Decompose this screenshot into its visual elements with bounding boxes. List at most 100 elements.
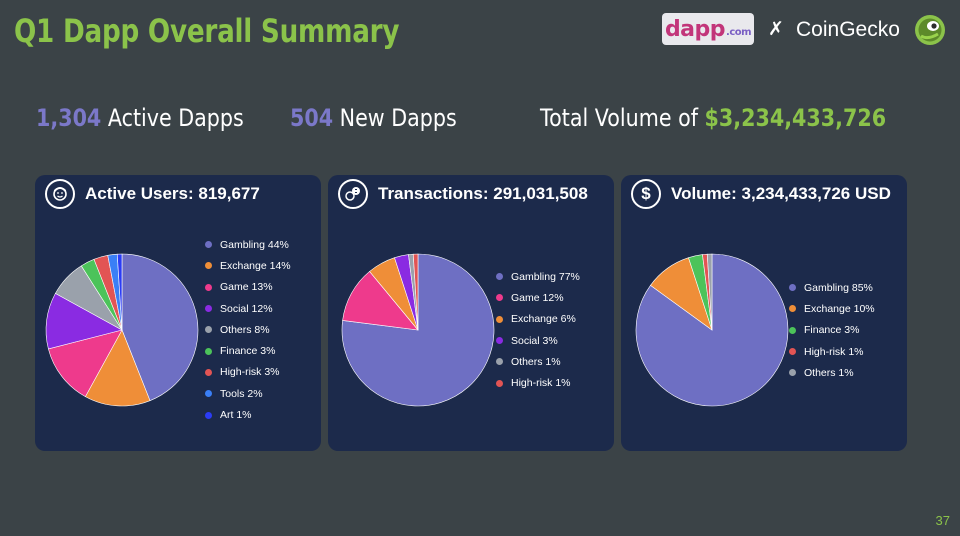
transactions-pie [341,253,495,407]
legend-item-finance: Finance 3% [789,320,875,341]
pie-slice-others [706,253,713,331]
volume-title: Volume: 3,234,433,726 USD [671,184,891,203]
legend-label: High-risk 1% [511,377,571,390]
legend-swatch [205,241,212,249]
legend-item-social: Social 12% [205,298,291,319]
new-dapps-value: 504 [290,104,334,132]
legend-label: Others 1% [511,355,561,368]
legend-label: Finance 3% [220,345,276,358]
legend-label: Gambling 85% [804,281,873,294]
transactions-title: Transactions: 291,031,508 [378,184,588,203]
active-users-title: Active Users: 819,677 [85,184,260,203]
legend-label: Art 1% [220,409,252,422]
legend-label: Gambling 77% [511,270,580,283]
legend-item-tools: Tools 2% [205,383,291,404]
legend-swatch [496,273,503,281]
legend-swatch [496,358,503,366]
legend-item-gambling: Gambling 85% [789,277,875,298]
legend-label: Social 3% [511,334,558,347]
legend-swatch [496,337,503,345]
coingecko-logo-icon [915,15,945,45]
total-volume-value: $3,234,433,726 [704,104,887,132]
legend-label: Tools 2% [220,387,263,400]
legend-label: Game 13% [220,281,273,294]
coins-transfer-icon [338,179,368,209]
legend-swatch [205,305,212,313]
volume-pie [635,253,789,407]
legend-swatch [205,411,212,419]
legend-item-others: Others 8% [205,319,291,340]
active-dapps-stat: 1,304 Active Dapps [36,104,244,132]
transactions-legend: Gambling 77% Game 12% Exchange 6% Social 3%… [496,266,580,394]
legend-label: Exchange 6% [511,313,576,326]
transactions-card: Transactions: 291,031,508 Gambling 77% Ga… [328,175,614,451]
pie-slice-gambling [341,253,495,407]
legend-swatch [205,283,212,291]
legend-swatch [789,305,796,313]
legend-item-exchange: Exchange 6% [496,309,580,330]
pie-slice-high-risk [412,253,419,331]
active-dapps-label: Active Dapps [107,104,244,132]
pie-slice-game [48,329,123,398]
legend-item-high-risk: High-risk 3% [205,362,291,383]
total-volume-label: Total Volume of [540,104,698,132]
new-dapps-stat: 504 New Dapps [290,104,457,132]
active-users-pie [45,253,199,407]
total-volume-stat: Total Volume of $3,234,433,726 [540,104,886,132]
coingecko-label: CoinGecko [796,18,900,41]
active-users-header: Active Users: 819,677 [45,177,260,211]
dapp-logo-text: dapp [664,16,726,42]
collab-x-mark: ✗ [768,19,784,40]
pie-slice-exchange [84,329,151,407]
legend-item-high-risk: High-risk 1% [789,341,875,362]
slide-title: Q1 Dapp Overall Summary [14,12,400,50]
user-face-icon [45,179,75,209]
legend-item-game: Game 13% [205,277,291,298]
legend-item-gambling: Gambling 77% [496,266,580,287]
volume-legend: Gambling 85% Exchange 10% Finance 3% High-r… [789,277,875,383]
active-users-legend: Gambling 44% Exchange 14% Game 13% Social 1… [205,234,291,426]
volume-header: $ Volume: 3,234,433,726 USD [631,177,891,211]
legend-swatch [205,262,212,270]
legend-swatch [789,284,796,292]
legend-item-exchange: Exchange 14% [205,255,291,276]
legend-swatch [789,326,796,334]
legend-swatch [496,294,503,302]
legend-label: Others 8% [220,323,270,336]
legend-label: Exchange 14% [220,259,291,272]
legend-label: Finance 3% [804,324,860,337]
dapp-logo-suffix: .com [726,26,752,38]
legend-item-others: Others 1% [496,351,580,372]
legend-label: Game 12% [511,291,564,304]
active-users-card: Active Users: 819,677 Gambling 44% Exchan… [35,175,321,451]
legend-item-social: Social 3% [496,330,580,351]
legend-item-art: Art 1% [205,404,291,425]
legend-swatch [496,315,503,323]
legend-swatch [205,326,212,334]
dapp-logo: dapp .com [662,13,754,45]
legend-item-exchange: Exchange 10% [789,298,875,319]
legend-item-game: Game 12% [496,287,580,308]
pie-slice-gambling [121,253,199,402]
legend-swatch [205,390,212,398]
legend-item-high-risk: High-risk 1% [496,372,580,393]
legend-label: High-risk 3% [220,366,280,379]
page-number: 37 [935,513,950,528]
transactions-header: Transactions: 291,031,508 [338,177,588,211]
legend-label: Gambling 44% [220,238,289,251]
legend-label: Exchange 10% [804,302,875,315]
legend-swatch [496,379,503,387]
volume-card: $ Volume: 3,234,433,726 USD Gambling 85%… [621,175,907,451]
legend-swatch [205,347,212,355]
legend-swatch [205,368,212,376]
pie-slice-art [116,253,123,331]
new-dapps-label: New Dapps [339,104,457,132]
legend-item-others: Others 1% [789,362,875,383]
legend-item-gambling: Gambling 44% [205,234,291,255]
legend-swatch [789,348,796,356]
legend-label: Social 12% [220,302,273,315]
active-dapps-value: 1,304 [36,104,102,132]
legend-label: High-risk 1% [804,345,864,358]
dollar-icon: $ [631,179,661,209]
legend-label: Others 1% [804,366,854,379]
